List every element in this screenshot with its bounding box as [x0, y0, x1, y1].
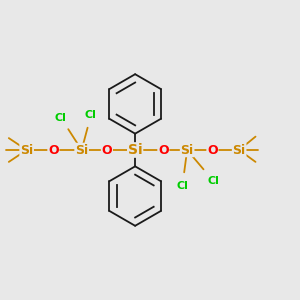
Text: Si: Si	[181, 143, 194, 157]
Text: O: O	[48, 143, 59, 157]
Text: Si: Si	[75, 143, 88, 157]
Text: Cl: Cl	[85, 110, 97, 120]
Text: O: O	[102, 143, 112, 157]
Text: O: O	[158, 143, 169, 157]
Text: O: O	[207, 143, 218, 157]
Text: Cl: Cl	[207, 176, 219, 186]
Text: Cl: Cl	[176, 181, 188, 191]
Text: Cl: Cl	[55, 113, 67, 123]
Text: Si: Si	[232, 143, 246, 157]
Text: Si: Si	[128, 143, 142, 157]
Text: Si: Si	[20, 143, 33, 157]
